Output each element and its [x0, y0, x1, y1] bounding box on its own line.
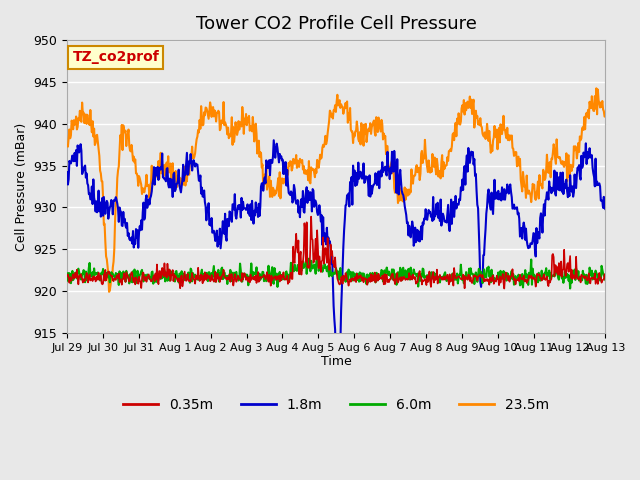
- 0.35m: [403, 276, 410, 282]
- Line: 23.5m: 23.5m: [67, 88, 605, 292]
- 0.35m: [129, 270, 136, 276]
- 6.0m: [403, 276, 410, 282]
- 23.5m: [212, 119, 220, 124]
- 6.0m: [73, 276, 81, 281]
- 23.5m: [105, 289, 113, 295]
- 23.5m: [593, 85, 600, 91]
- 0.35m: [63, 273, 71, 279]
- 6.0m: [566, 286, 574, 291]
- 1.8m: [63, 169, 71, 175]
- Line: 0.35m: 0.35m: [67, 216, 605, 288]
- Line: 6.0m: 6.0m: [67, 259, 605, 288]
- 1.8m: [602, 206, 609, 212]
- 0.35m: [73, 267, 81, 273]
- 6.0m: [63, 277, 71, 283]
- 6.0m: [211, 279, 219, 285]
- 23.5m: [63, 143, 71, 148]
- 23.5m: [418, 148, 426, 154]
- 0.35m: [602, 274, 609, 279]
- 1.8m: [73, 163, 81, 169]
- 6.0m: [183, 275, 191, 280]
- 6.0m: [129, 279, 136, 285]
- 0.35m: [418, 282, 426, 288]
- 1.8m: [334, 401, 342, 407]
- 1.8m: [183, 150, 191, 156]
- 23.5m: [184, 165, 191, 171]
- 23.5m: [73, 127, 81, 132]
- 1.8m: [211, 238, 219, 244]
- 0.35m: [500, 286, 508, 291]
- 0.35m: [307, 214, 315, 219]
- Line: 1.8m: 1.8m: [67, 140, 605, 404]
- 0.35m: [183, 276, 191, 282]
- 23.5m: [129, 158, 137, 164]
- Legend: 0.35m, 1.8m, 6.0m, 23.5m: 0.35m, 1.8m, 6.0m, 23.5m: [118, 393, 555, 418]
- 6.0m: [305, 256, 313, 262]
- Text: TZ_co2prof: TZ_co2prof: [72, 50, 159, 64]
- X-axis label: Time: Time: [321, 355, 351, 368]
- 6.0m: [602, 277, 609, 283]
- Title: Tower CO2 Profile Cell Pressure: Tower CO2 Profile Cell Pressure: [196, 15, 477, 33]
- 1.8m: [403, 220, 411, 226]
- 23.5m: [403, 186, 410, 192]
- 1.8m: [129, 240, 136, 246]
- 6.0m: [418, 274, 426, 280]
- 1.8m: [270, 137, 278, 143]
- 0.35m: [211, 269, 219, 275]
- Y-axis label: Cell Pressure (mBar): Cell Pressure (mBar): [15, 122, 28, 251]
- 23.5m: [602, 114, 609, 120]
- 1.8m: [419, 220, 426, 226]
